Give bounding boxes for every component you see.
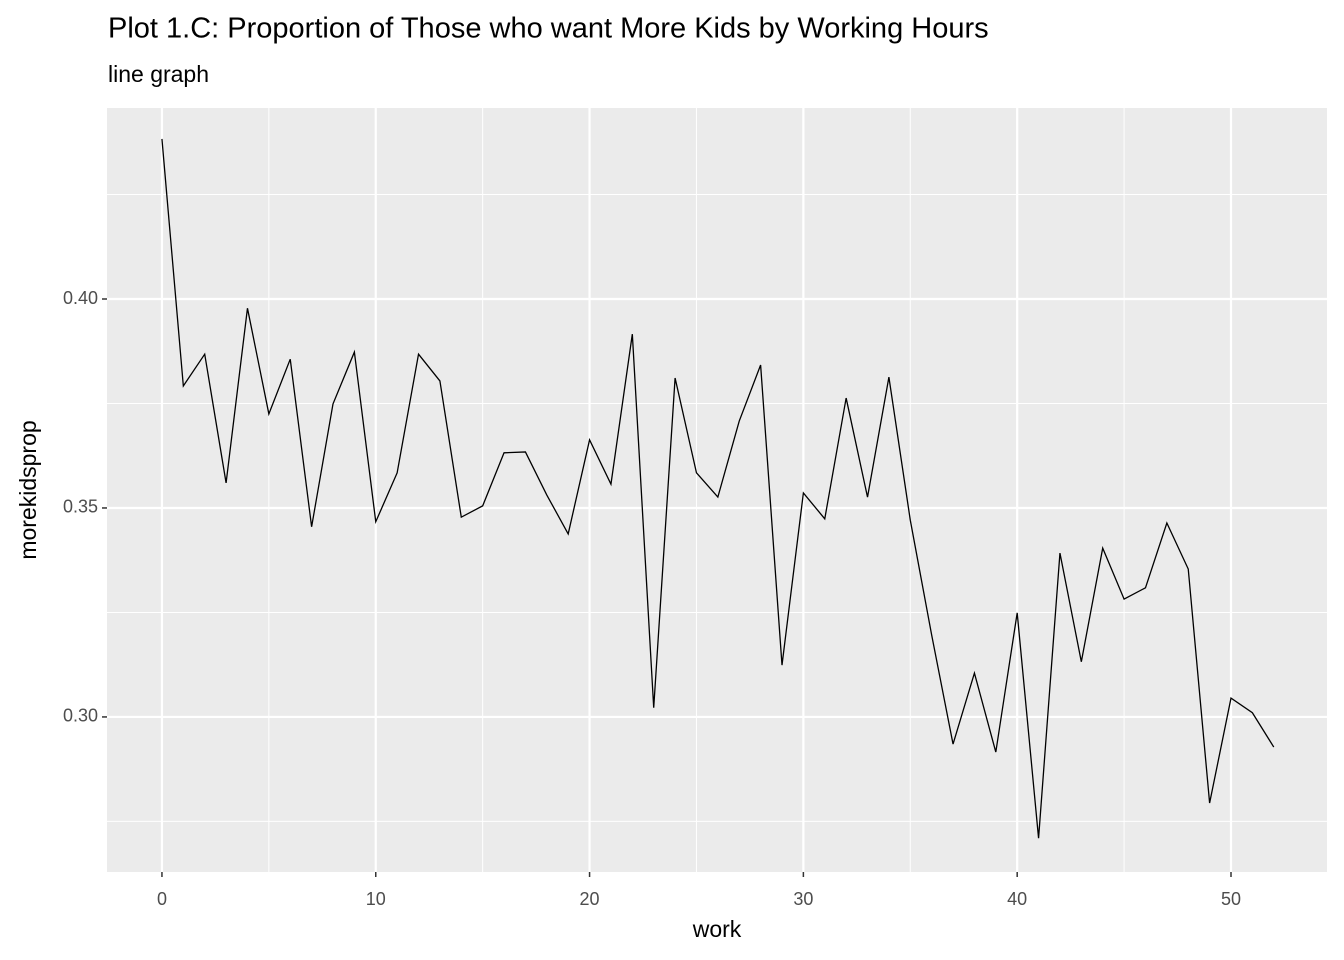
y-axis-title: morekidsprop <box>15 420 41 559</box>
x-tick-label: 50 <box>1221 889 1241 909</box>
x-tick-label: 10 <box>366 889 386 909</box>
data-line <box>161 138 1275 839</box>
y-tick-label: 0.30 <box>63 706 98 726</box>
y-tick-label: 0.40 <box>63 288 98 308</box>
x-tick-label: 30 <box>793 889 813 909</box>
plot-panel <box>107 108 1327 872</box>
y-tick-label: 0.35 <box>63 497 98 517</box>
x-axis-title: work <box>692 916 742 942</box>
x-tick-label: 20 <box>580 889 600 909</box>
x-tick-label: 0 <box>157 889 167 909</box>
x-tick-label: 40 <box>1007 889 1027 909</box>
chart-title: Plot 1.C: Proportion of Those who want M… <box>108 13 989 45</box>
chart-subtitle: line graph <box>108 61 209 87</box>
